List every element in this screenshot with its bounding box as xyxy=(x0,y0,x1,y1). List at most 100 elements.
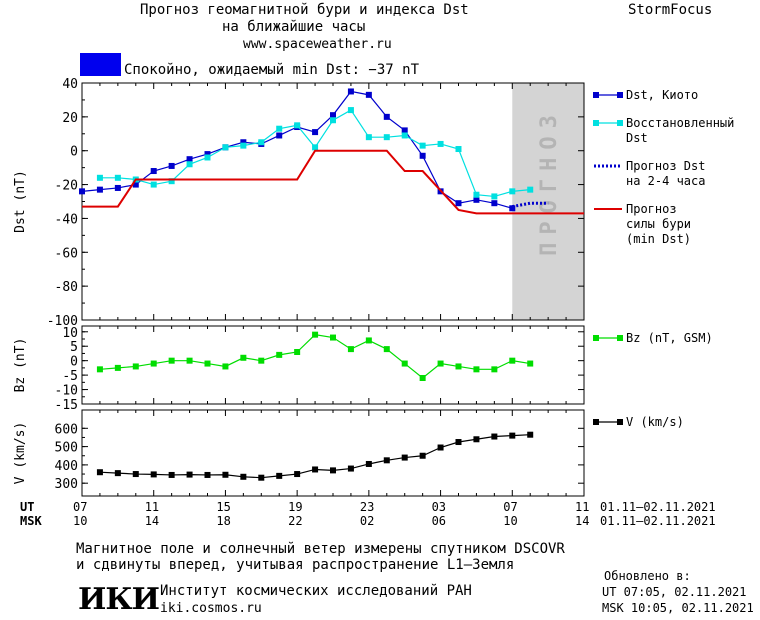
data-point xyxy=(114,364,121,371)
ut-date-range: 01.11–02.11.2021 xyxy=(600,500,716,514)
brand-name: StormFocus xyxy=(628,2,713,18)
data-point xyxy=(312,466,319,473)
time-tick-label: 02 xyxy=(359,514,375,528)
legend-label: Прогноз Dst на 2-4 часа xyxy=(626,159,706,188)
data-point xyxy=(401,132,408,139)
data-point xyxy=(437,360,444,367)
legend-marker xyxy=(617,92,623,98)
legend-marker xyxy=(617,120,623,126)
status-color-swatch xyxy=(80,53,121,76)
y-tick-label: -10 xyxy=(55,384,78,399)
data-point xyxy=(330,334,336,341)
time-tick-label: 10 xyxy=(73,514,88,528)
time-tick-label: 14 xyxy=(575,514,590,528)
data-point xyxy=(455,146,462,153)
iki-logo: ИКИ xyxy=(78,582,160,617)
institute-site[interactable]: iki.cosmos.ru xyxy=(160,601,262,616)
time-tick-label: 06 xyxy=(431,514,447,528)
data-point xyxy=(473,191,480,198)
data-point xyxy=(150,360,157,367)
time-tick-label: 07 xyxy=(503,500,518,514)
data-point xyxy=(491,200,498,207)
data-point xyxy=(276,472,283,479)
series-line xyxy=(99,109,531,198)
data-point xyxy=(383,113,390,120)
data-point xyxy=(509,205,516,212)
data-point xyxy=(437,140,444,147)
y-tick-label: -100 xyxy=(47,314,78,329)
data-point xyxy=(240,142,247,149)
data-point xyxy=(294,471,301,478)
data-point xyxy=(186,471,193,478)
time-tick-label: 19 xyxy=(288,500,303,514)
data-point xyxy=(222,363,229,370)
site-url[interactable]: www.spaceweather.ru xyxy=(243,37,392,52)
data-point xyxy=(132,471,139,478)
legend-label: Bz (nT, GSM) xyxy=(626,331,713,345)
data-point xyxy=(527,186,534,193)
data-point xyxy=(312,129,319,136)
data-point xyxy=(114,470,121,477)
data-point xyxy=(509,357,516,364)
chart-title-line2: на ближайшие часы xyxy=(222,19,366,35)
institute-name: Институт космических исследований РАН xyxy=(160,583,472,599)
data-point xyxy=(132,181,139,188)
series-line xyxy=(81,90,513,209)
data-point xyxy=(419,452,426,459)
data-point xyxy=(347,107,354,114)
legend-marker xyxy=(617,335,623,341)
data-point xyxy=(473,196,480,203)
data-point xyxy=(150,168,157,175)
data-point xyxy=(330,117,336,124)
data-point xyxy=(150,471,157,478)
y-axis-label: V (km/s) xyxy=(13,422,28,485)
data-point xyxy=(204,151,211,158)
y-tick-label: -15 xyxy=(55,398,78,413)
legend-label: V (km/s) xyxy=(626,415,684,429)
updated-msk: MSK 10:05, 02.11.2021 xyxy=(602,601,754,615)
data-point xyxy=(365,460,372,467)
data-point xyxy=(383,134,390,141)
y-tick-label: 0 xyxy=(70,145,78,160)
data-point xyxy=(491,433,498,440)
data-point xyxy=(509,188,516,195)
data-point xyxy=(258,139,265,146)
data-point xyxy=(186,156,193,163)
time-tick-label: 22 xyxy=(288,514,303,528)
time-tick-label: 03 xyxy=(431,500,447,514)
data-point xyxy=(491,366,498,373)
data-point xyxy=(330,467,336,474)
data-point xyxy=(455,363,462,370)
y-tick-label: 300 xyxy=(55,477,78,492)
data-point xyxy=(383,457,390,464)
data-point xyxy=(186,161,193,168)
data-point xyxy=(455,439,462,446)
y-tick-label: -20 xyxy=(55,179,78,194)
time-tick-label: 23 xyxy=(359,500,375,514)
footer-note-line1: Магнитное поле и солнечный ветер измерен… xyxy=(76,541,565,557)
data-point xyxy=(365,337,372,344)
msk-axis-label: MSK xyxy=(20,514,42,528)
y-tick-label: 10 xyxy=(62,326,78,341)
legend-marker xyxy=(593,419,599,425)
time-tick-label: 14 xyxy=(144,514,160,528)
data-point xyxy=(419,142,426,149)
y-tick-label: 400 xyxy=(55,459,78,474)
data-point xyxy=(150,181,157,188)
data-point xyxy=(294,122,301,129)
data-point xyxy=(168,471,175,478)
legend-marker xyxy=(593,335,599,341)
time-tick-label: 10 xyxy=(503,514,518,528)
data-point xyxy=(473,366,480,373)
y-tick-label: 500 xyxy=(55,441,78,456)
y-tick-label: 20 xyxy=(62,111,78,126)
data-point xyxy=(132,363,139,370)
data-point xyxy=(473,436,480,443)
updated-label: Обновлено в: xyxy=(604,569,691,583)
data-point xyxy=(240,354,247,361)
data-point xyxy=(222,471,229,478)
data-point xyxy=(455,200,462,207)
data-point xyxy=(96,366,103,373)
y-tick-label: -40 xyxy=(55,212,78,227)
